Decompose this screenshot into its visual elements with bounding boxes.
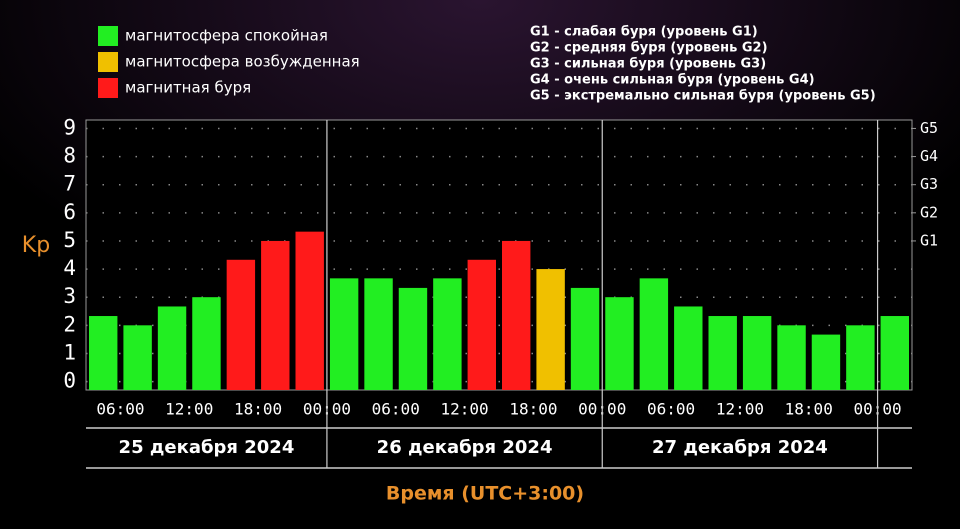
y-tick-label: 7 (63, 172, 76, 196)
day-label: 26 декабря 2024 (377, 437, 553, 458)
scale-note: G4 - очень сильная буря (уровень G4) (530, 73, 815, 88)
bar (89, 316, 118, 390)
x-tick-label: 18:00 (234, 400, 282, 419)
x-tick-label: 12:00 (165, 400, 213, 419)
bar (777, 325, 806, 390)
y2-tick-label: G5 (920, 119, 938, 137)
y-tick-label: 2 (63, 312, 76, 336)
y2-tick-label: G3 (920, 175, 938, 193)
legend-label: магнитосфера возбужденная (125, 53, 360, 71)
bar (123, 325, 152, 390)
scale-note: G5 - экстремально сильная буря (уровень … (530, 89, 876, 104)
bar (811, 334, 841, 390)
y-tick-label: 9 (63, 115, 76, 139)
bar (880, 316, 909, 390)
bar (467, 259, 496, 390)
bar (433, 278, 462, 390)
x-tick-label: 12:00 (716, 400, 764, 419)
x-tick-label: 06:00 (96, 400, 144, 419)
x-tick-label: 18:00 (785, 400, 833, 419)
plot-area (85, 119, 913, 391)
bar (398, 287, 428, 390)
bar (329, 278, 359, 390)
y2-tick-label: G4 (920, 147, 938, 165)
y2-tick-label: G1 (920, 231, 938, 249)
bar (570, 287, 600, 390)
y-tick-label: 0 (63, 369, 76, 393)
y-tick-label: 1 (63, 340, 76, 364)
y-tick-label: 8 (63, 144, 76, 168)
bar (846, 325, 875, 390)
legend-swatch (98, 26, 118, 46)
x-axis-title: Время (UTC+3:00) (386, 483, 584, 505)
y-axis-title: Kp (22, 233, 50, 258)
bar (605, 297, 634, 390)
legend-swatch (98, 78, 118, 98)
x-tick-label: 06:00 (647, 400, 695, 419)
y-tick-label: 3 (63, 284, 76, 308)
bar (502, 240, 531, 390)
x-tick-label: 18:00 (509, 400, 557, 419)
day-label: 25 декабря 2024 (119, 437, 295, 458)
bar (261, 240, 290, 390)
y-tick-label: 6 (63, 200, 76, 224)
scale-note: G2 - средняя буря (уровень G2) (530, 41, 768, 56)
bar (295, 231, 324, 390)
bar (639, 278, 669, 390)
y-tick-label: 5 (63, 228, 76, 252)
day-label: 27 декабря 2024 (652, 437, 828, 458)
scale-note: G1 - слабая буря (уровень G1) (530, 25, 758, 40)
y-tick-label: 4 (63, 256, 76, 280)
y2-tick-label: G2 (920, 203, 938, 221)
legend-label: магнитосфера спокойная (125, 27, 328, 45)
x-tick-label: 06:00 (372, 400, 420, 419)
bar (708, 316, 737, 390)
bar (226, 259, 256, 390)
scale-note: G3 - сильная буря (уровень G3) (530, 57, 766, 72)
legend-label: магнитная буря (125, 79, 251, 97)
x-tick-label: 12:00 (440, 400, 488, 419)
bar (192, 297, 221, 390)
bar (742, 316, 772, 390)
bar (536, 269, 565, 390)
legend-swatch (98, 52, 118, 72)
bar (674, 306, 703, 390)
bar (364, 278, 393, 390)
bar (157, 306, 187, 390)
